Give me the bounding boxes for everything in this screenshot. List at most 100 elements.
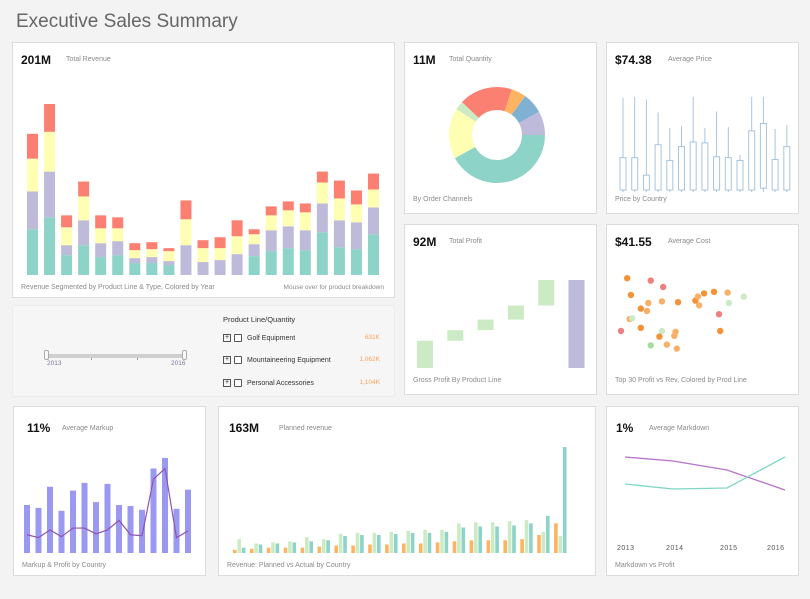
planned-bar-chart[interactable] — [219, 407, 597, 577]
slider-min-label: 2013 — [47, 360, 62, 367]
scatter-point — [637, 305, 645, 312]
candle-body — [713, 156, 721, 191]
markup-combo-chart[interactable] — [14, 407, 207, 577]
checkbox[interactable] — [234, 379, 242, 387]
planned-bar — [300, 547, 305, 553]
planned-bar — [461, 527, 466, 553]
planned-bar — [423, 529, 427, 553]
planned-bar — [402, 543, 406, 553]
revenue-bar-segment — [146, 263, 158, 275]
donut-slice — [511, 96, 540, 123]
revenue-bar-segment — [248, 229, 260, 235]
scatter-point — [710, 288, 718, 295]
checkbox[interactable] — [234, 334, 242, 342]
planned-bar — [241, 547, 246, 553]
expand-icon[interactable]: + — [223, 379, 231, 387]
revenue-bar-segment — [44, 103, 56, 132]
slider-handle-min[interactable] — [44, 350, 49, 360]
revenue-bar-segment — [333, 220, 345, 248]
quantity-kpi: 11M — [413, 53, 436, 67]
revenue-bar-segment — [27, 229, 38, 275]
expand-icon[interactable]: + — [223, 334, 231, 342]
revenue-bar-segment — [265, 251, 277, 275]
scatter-point — [740, 293, 747, 300]
expand-icon[interactable]: + — [223, 356, 231, 364]
planned-caption: Revenue: Planned vs Actual by Country — [227, 562, 351, 569]
planned-bar — [537, 534, 541, 553]
product-line-name: Personal Accessories — [247, 379, 314, 387]
quantity-panel: 11M Total Quantity By Order Channels — [404, 42, 597, 214]
scatter-point — [656, 333, 663, 340]
scatter-point — [695, 302, 703, 309]
planned-bar — [292, 542, 297, 553]
revenue-bar-segment — [129, 258, 141, 264]
donut-slice — [518, 111, 545, 135]
revenue-bar-segment — [61, 215, 73, 228]
markup-bar — [185, 489, 191, 553]
planned-bar — [288, 541, 292, 553]
planned-bar — [368, 544, 372, 553]
revenue-bar-segment — [146, 242, 158, 250]
profit-kpi: 92M — [413, 235, 437, 249]
planned-bar — [249, 548, 254, 553]
donut-slice — [449, 109, 476, 159]
revenue-bar-segment — [214, 260, 226, 275]
revenue-stacked-bar-chart[interactable] — [13, 43, 396, 299]
revenue-bar-segment — [299, 250, 311, 275]
profit-waterfall-chart[interactable] — [405, 225, 598, 396]
markdown-kpi: 1% — [616, 421, 634, 435]
revenue-bar-segment — [112, 228, 124, 242]
price-caption: Price by Country — [615, 196, 667, 203]
slider-handle-max[interactable] — [182, 350, 187, 360]
revenue-bar-segment — [333, 198, 345, 221]
cost-scatter-chart[interactable] — [607, 225, 800, 396]
x-tick-label: 2015 — [720, 545, 738, 552]
planned-bar — [254, 543, 258, 553]
markup-bar — [58, 510, 65, 553]
planned-bar — [283, 547, 288, 553]
product-line-row[interactable]: + Personal Accessories — [223, 377, 393, 389]
revenue-bar-segment — [333, 247, 345, 275]
product-line-value: 1,062K — [359, 356, 380, 363]
revenue-bar-segment — [163, 251, 175, 262]
planned-bar — [317, 546, 322, 553]
planned-panel: 163M Planned revenue Revenue: Planned vs… — [218, 406, 596, 576]
planned-bar — [326, 540, 330, 553]
planned-bar — [410, 532, 415, 553]
markup-kpi: 11% — [27, 421, 51, 435]
revenue-bar-segment — [265, 215, 277, 231]
revenue-bar-segment — [265, 206, 277, 216]
planned-label: Planned revenue — [279, 425, 332, 432]
revenue-bar-segment — [333, 180, 345, 199]
price-kpi: $74.38 — [615, 53, 652, 67]
price-panel: $74.38 Average Price Price by Country — [606, 42, 799, 214]
price-candlestick-chart[interactable] — [607, 43, 800, 215]
scatter-point — [628, 315, 636, 322]
price-label: Average Price — [668, 56, 712, 63]
product-line-row[interactable]: + Mountaineering Equipment — [223, 354, 393, 366]
year-range-slider[interactable] — [45, 354, 185, 358]
product-line-row[interactable]: + Golf Equipment — [223, 332, 393, 344]
candle-body — [619, 157, 627, 191]
scatter-point — [645, 299, 652, 307]
revenue-bar-segment — [27, 133, 38, 159]
planned-bar — [385, 544, 389, 553]
scatter-point — [663, 341, 671, 348]
donut-slice — [456, 102, 479, 122]
revenue-bar-segment — [316, 182, 328, 204]
revenue-bar-segment — [282, 210, 294, 227]
planned-bar — [524, 520, 529, 553]
planned-bar — [393, 533, 398, 553]
product-line-name: Golf Equipment — [247, 334, 296, 342]
scatter-point — [674, 299, 682, 306]
revenue-bar-segment — [248, 256, 260, 275]
checkbox[interactable] — [234, 356, 242, 364]
scatter-point — [647, 342, 654, 349]
markdown-line-chart[interactable] — [607, 407, 800, 577]
product-line-value: 631K — [364, 334, 380, 341]
revenue-bar-segment — [163, 265, 175, 275]
revenue-bar-segment — [282, 226, 294, 249]
scatter-point — [715, 311, 723, 318]
quantity-donut-chart[interactable] — [405, 43, 598, 215]
revenue-bar-segment — [368, 189, 379, 208]
